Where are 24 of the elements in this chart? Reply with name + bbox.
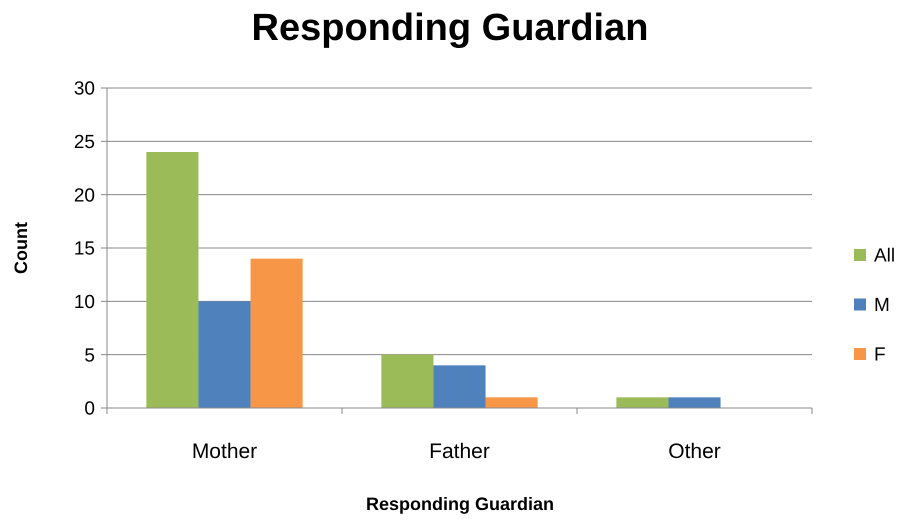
y-axis-title: Count bbox=[11, 222, 31, 274]
bar bbox=[381, 354, 434, 408]
legend-label: F bbox=[874, 344, 886, 366]
bar bbox=[616, 397, 668, 408]
y-tick-label: 30 bbox=[74, 78, 95, 100]
legend-label: All bbox=[874, 246, 896, 267]
y-tick-label: 20 bbox=[74, 185, 95, 206]
chart-title: Responding Guardian bbox=[252, 7, 648, 49]
x-tick-label: Mother bbox=[192, 440, 258, 463]
y-tick-label: 10 bbox=[74, 292, 95, 313]
bar bbox=[146, 152, 198, 408]
bar bbox=[668, 397, 721, 408]
y-tick-label: 15 bbox=[74, 238, 95, 260]
y-tick-label: 0 bbox=[84, 398, 95, 420]
legend-label: M bbox=[874, 295, 890, 316]
y-tick-label: 25 bbox=[74, 132, 95, 153]
x-tick-label: Father bbox=[429, 440, 490, 463]
x-tick-label: Other bbox=[668, 440, 721, 463]
bar bbox=[486, 397, 538, 408]
bar bbox=[250, 258, 303, 408]
x-axis-title: Responding Guardian bbox=[366, 494, 554, 514]
y-tick-label: 5 bbox=[84, 345, 95, 366]
bar bbox=[433, 365, 486, 408]
bar bbox=[198, 301, 251, 408]
